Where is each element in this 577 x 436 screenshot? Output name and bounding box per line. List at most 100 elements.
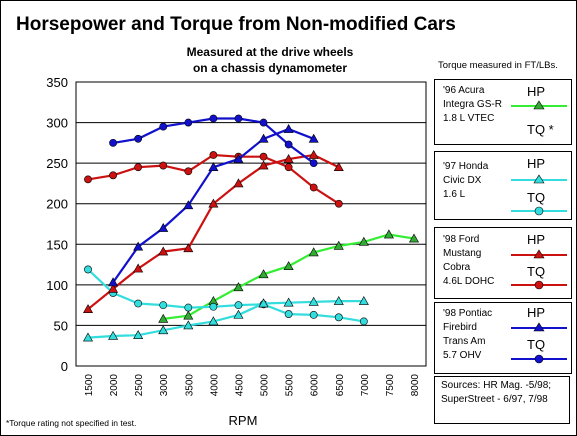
x-axis-label: RPM [229,413,258,428]
point-ford_tq [159,161,168,170]
point-pontiac_hp [133,241,144,251]
legend-acura-line-2: Integra GS-R [443,99,502,110]
legend-honda-tq-label: TQ [527,190,546,205]
point-acura_hp [408,233,420,243]
point-acura_hp [308,247,319,257]
y-tick-label: 100 [46,278,68,293]
legend-pontiac: '98 Pontiac Firebird Trans Am 5.7 OHV HP… [434,302,572,374]
legend-pontiac-tq-marker-icon [534,354,544,364]
chart-subtitle-line-1: Measured at the drive wheels [187,45,354,59]
point-ford_hp [233,178,244,188]
point-honda_hp [158,325,169,335]
point-acura_hp [333,240,344,250]
legend-ford-line-2: Mustang [443,248,482,259]
point-pontiac_tq [259,118,268,127]
point-ford_tq [209,151,218,159]
point-acura_hp [358,236,369,246]
point-honda_hp [233,309,244,319]
legend-acura: '96 Acura Integra GS-R 1.8 L VTEC HP TQ … [434,79,572,145]
point-honda_hp [108,330,119,340]
point-honda_hp [208,316,219,326]
series-layer [82,114,420,342]
point-ford_hp [308,149,319,159]
y-tick-label: 50 [54,318,68,333]
x-tick-label: 6500 [335,374,346,397]
footnote: *Torque rating not specified in test. [6,418,137,428]
point-ford_tq [334,199,343,208]
legend-acura-hp-label: HP [527,84,546,99]
point-pontiac_hp [233,153,244,163]
point-ford_hp [133,263,144,273]
point-honda_flat [308,296,319,306]
point-honda_hp [133,330,144,339]
x-tick-label: 6000 [310,374,321,397]
point-pontiac_hp [158,222,169,232]
y-tick-label: 350 [46,75,68,90]
legend-pontiac-swatches [511,322,567,364]
legend-honda-tq-marker-icon [534,206,544,216]
legend-honda-hp-label: HP [527,156,546,171]
legend-honda: '97 Honda Civic DX 1.6 L HP TQ [434,151,572,220]
x-tick-label: 1500 [84,374,95,397]
axis-layer: 0 50 100 150 200 250 300 350 1500 2000 2500 3000 350… [46,75,421,396]
point-ford_hp [283,153,294,163]
point-ford_hp [108,283,119,293]
legend-pontiac-line-4: 5.7 OHV [443,350,482,361]
point-honda_tq [159,301,168,310]
legend-ford-swatches [511,249,567,290]
legend-ford: '98 Ford Mustang Cobra 4.6L DOHC HP TQ [434,227,572,299]
legend-honda-swatches [511,174,567,216]
point-pontiac_tq [209,114,218,123]
point-honda_tq [184,303,193,312]
point-pontiac_tq [109,138,117,147]
legend-honda-line-3: 1.6 L [443,189,466,200]
point-honda_tq [359,317,368,326]
legend-ford-line-3: Cobra [443,262,471,273]
point-ford_hp [333,162,344,171]
legend-ford-tq-marker-icon [534,280,544,290]
point-ford_tq [259,152,268,161]
sources-box: Sources: HR Mag. -5/98; SuperStreet - 6/… [434,376,570,424]
legend-acura-swatches [511,100,567,110]
point-pontiac_hp [108,277,119,287]
legend-ford-line-4: 4.6L DOHC [443,276,495,287]
y-tick-label: 300 [46,116,68,131]
plot-area-border [75,81,427,367]
legend-ford-line-1: '98 Ford [443,234,480,245]
point-honda_tq [134,299,143,308]
point-pontiac_hp [183,200,194,210]
legend-pontiac-line-1: '98 Pontiac [443,308,493,319]
legend-ford-hp-marker-icon [533,249,545,259]
point-honda_hp [82,332,94,342]
x-tick-label: 8000 [410,374,421,397]
point-honda_flat [258,298,269,308]
y-tick-label: 200 [46,197,68,212]
sources-line-2: SuperStreet - 6/97, 7/98 [441,394,548,405]
point-honda_tq [309,310,318,319]
x-tick-label: 3500 [184,374,195,397]
point-pontiac_tq [234,114,243,123]
x-tick-label: 5000 [260,374,271,397]
legend-ford-hp-label: HP [527,232,546,247]
legend-pontiac-line-2: Firebird [443,322,477,333]
point-honda_tq [209,302,218,311]
series-line-honda_hp [87,302,264,339]
legend-honda-hp-marker-icon [533,174,545,184]
x-tick-label: 7000 [360,374,371,397]
x-tick-label: 2500 [134,374,145,397]
x-tick-label: 5500 [285,374,296,397]
point-ford_tq [284,163,293,172]
legend-pontiac-hp-label: HP [527,305,546,320]
point-ford_hp [208,198,219,208]
legend-pontiac-line-3: Trans Am [443,336,486,347]
chart-subtitle-line-2: on a chassis dynamometer [193,61,347,75]
legend-honda-line-2: Civic DX [443,175,482,186]
point-honda_tq [84,265,92,274]
point-pontiac_tq [309,159,318,168]
legend-pontiac-hp-marker-icon [533,322,545,332]
point-acura_hp [258,269,269,279]
grid-layer [75,81,427,367]
point-honda_tq [284,310,293,318]
legend-acura-line-3: 1.8 L VTEC [443,113,495,124]
